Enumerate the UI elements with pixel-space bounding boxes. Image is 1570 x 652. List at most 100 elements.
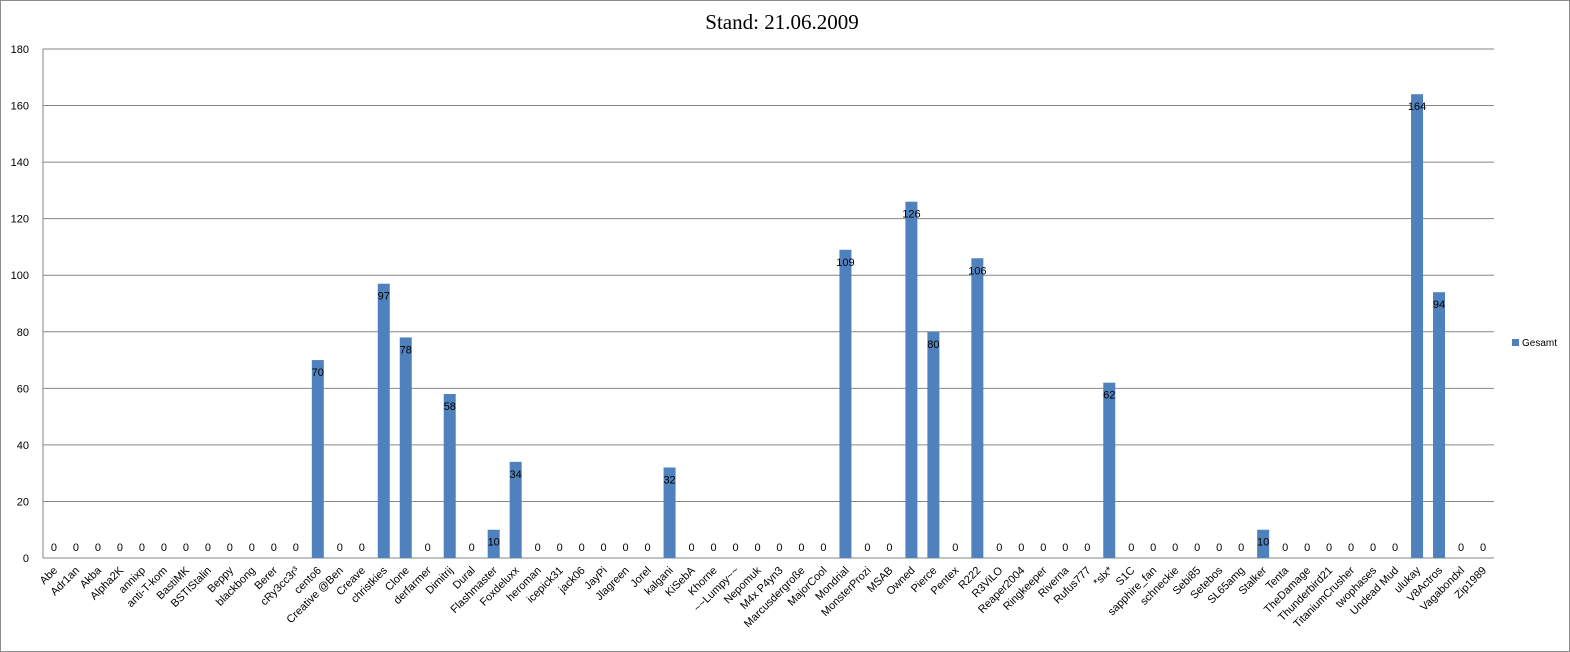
data-label: 0 <box>688 542 694 554</box>
data-label: 164 <box>1408 101 1426 113</box>
x-axis-categories: AbeAdr1anAkbaAlpha2Kannixpanti-T-komBast… <box>38 564 1489 630</box>
y-tick-label: 80 <box>17 327 29 339</box>
data-label: 0 <box>1392 542 1398 554</box>
x-tick-label: *slx* <box>1091 564 1116 589</box>
data-label: 0 <box>1348 542 1354 554</box>
legend: Gesamt <box>1512 338 1557 349</box>
data-label: 126 <box>902 209 920 221</box>
data-label: 58 <box>444 401 456 413</box>
data-label: 0 <box>205 542 211 554</box>
data-label: 80 <box>927 339 939 351</box>
y-tick-label: 180 <box>11 44 29 56</box>
data-label: 0 <box>1084 542 1090 554</box>
bar <box>927 331 940 558</box>
y-tick-label: 140 <box>11 157 29 169</box>
bar <box>399 337 412 558</box>
data-label: 0 <box>623 542 629 554</box>
data-label: 0 <box>1150 542 1156 554</box>
y-axis-ticks: 0 20 40 60 80 100 120 140 160 180 <box>11 44 29 565</box>
data-label: 0 <box>139 542 145 554</box>
data-label: 0 <box>183 542 189 554</box>
gridlines <box>42 48 1494 559</box>
y-tick-label: 0 <box>23 553 29 565</box>
bar <box>1433 292 1446 558</box>
data-label: 0 <box>73 542 79 554</box>
data-label: 0 <box>1040 542 1046 554</box>
data-label: 0 <box>535 542 541 554</box>
data-label: 0 <box>1172 542 1178 554</box>
data-label: 0 <box>51 542 57 554</box>
bar <box>1411 94 1424 558</box>
bar <box>839 249 852 558</box>
bar <box>1103 382 1116 558</box>
data-label: 0 <box>952 542 958 554</box>
bar <box>971 258 984 558</box>
bar <box>509 461 522 558</box>
data-label: 0 <box>732 542 738 554</box>
bar <box>487 529 500 558</box>
data-label: 32 <box>663 475 675 487</box>
data-label: 0 <box>293 542 299 554</box>
data-label: 0 <box>886 542 892 554</box>
data-label: 78 <box>400 344 412 356</box>
data-label: 0 <box>579 542 585 554</box>
bars <box>311 94 1446 558</box>
data-label: 0 <box>425 542 431 554</box>
y-tick-label: 120 <box>11 214 29 226</box>
data-label: 0 <box>469 542 475 554</box>
data-label: 0 <box>645 542 651 554</box>
data-label: 0 <box>95 542 101 554</box>
bar <box>905 201 918 558</box>
data-label: 0 <box>798 542 804 554</box>
data-label: 0 <box>557 542 563 554</box>
data-label: 0 <box>161 542 167 554</box>
data-label: 0 <box>820 542 826 554</box>
data-label: 106 <box>968 265 986 277</box>
data-label: 0 <box>359 542 365 554</box>
bar <box>443 393 456 558</box>
data-label: 0 <box>271 542 277 554</box>
bar <box>377 283 390 558</box>
data-label: 0 <box>754 542 760 554</box>
y-tick-label: 160 <box>11 101 29 113</box>
data-label: 0 <box>1304 542 1310 554</box>
data-label: 0 <box>227 542 233 554</box>
data-label: 0 <box>1370 542 1376 554</box>
data-label: 70 <box>312 367 324 379</box>
data-label: 34 <box>510 469 522 481</box>
data-label: 0 <box>1480 542 1486 554</box>
data-label: 0 <box>249 542 255 554</box>
data-label: 0 <box>864 542 870 554</box>
data-label: 0 <box>996 542 1002 554</box>
data-label: 0 <box>1128 542 1134 554</box>
data-label: 10 <box>488 537 500 549</box>
bar <box>311 360 324 558</box>
data-label: 0 <box>1326 542 1332 554</box>
y-tick-label: 40 <box>17 440 29 452</box>
data-label: 0 <box>1194 542 1200 554</box>
bar <box>663 467 676 558</box>
data-labels: 0 0 0 0 0 0 0 0 0 0 0 0 70 0 0 97 78 0 58 0 10 34 0 0 0 0 0 0 32 0 0 0 0… <box>51 101 1486 554</box>
data-label: 0 <box>117 542 123 554</box>
y-tick-label: 20 <box>17 496 29 508</box>
data-label: 0 <box>1458 542 1464 554</box>
data-label: 0 <box>601 542 607 554</box>
data-label: 0 <box>1282 542 1288 554</box>
data-label: 0 <box>1018 542 1024 554</box>
data-label: 0 <box>710 542 716 554</box>
data-label: 0 <box>1238 542 1244 554</box>
bar <box>1257 529 1270 558</box>
data-label: 0 <box>776 542 782 554</box>
legend-swatch <box>1512 339 1519 346</box>
legend-label: Gesamt <box>1522 338 1557 349</box>
data-label: 97 <box>378 291 390 303</box>
data-label: 0 <box>1216 542 1222 554</box>
y-tick-label: 100 <box>11 270 29 282</box>
chart-title: Stand: 21.06.2009 <box>705 10 858 34</box>
data-label: 94 <box>1433 299 1445 311</box>
y-tick-label: 60 <box>17 383 29 395</box>
data-label: 62 <box>1103 390 1115 402</box>
data-label: 109 <box>836 257 854 269</box>
data-label: 10 <box>1257 537 1269 549</box>
